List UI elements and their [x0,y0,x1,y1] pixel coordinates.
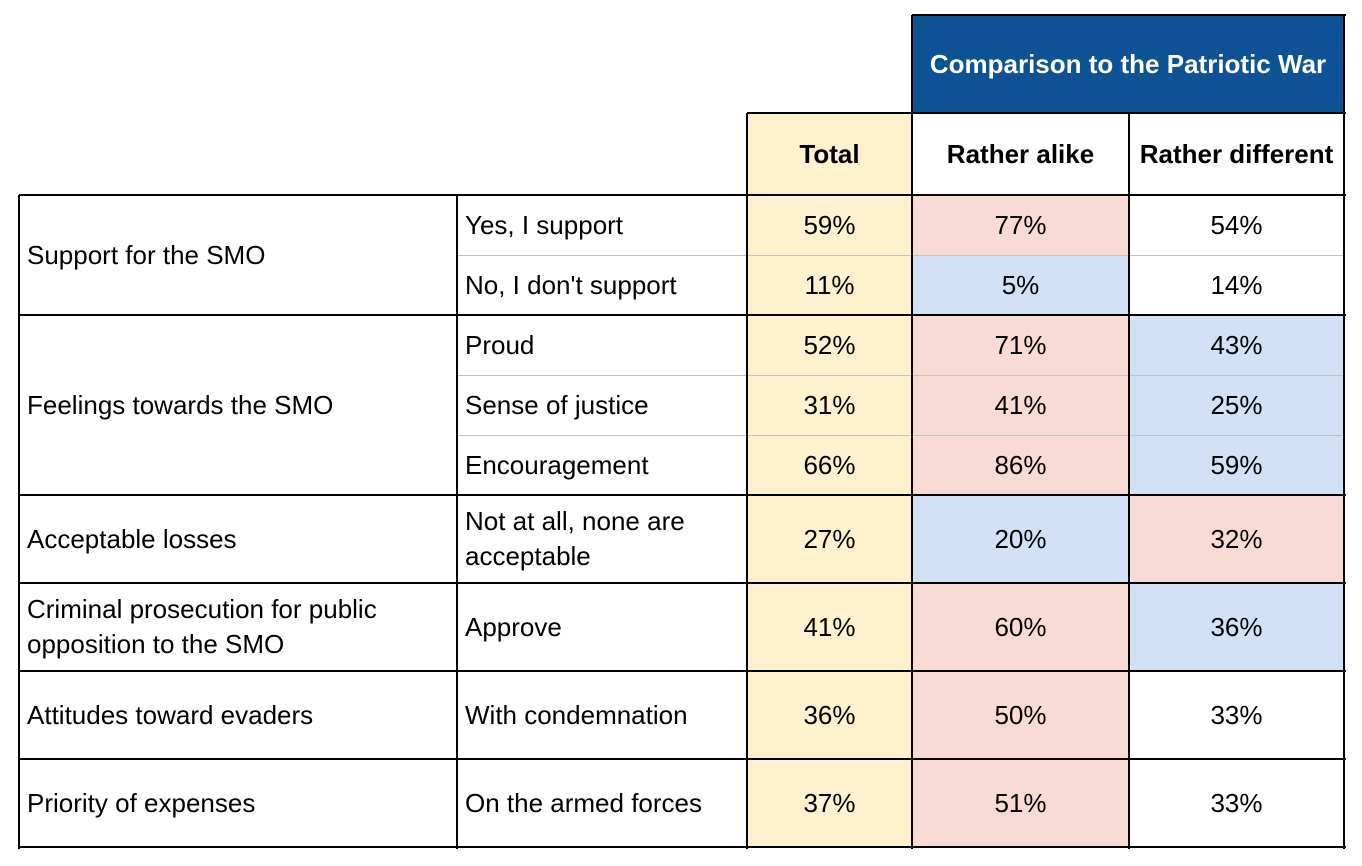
grid-line [1343,15,1345,197]
value-rather-alike: 71% [912,315,1129,375]
value-rather-different: 25% [1129,375,1344,435]
grid-line [746,195,748,849]
value-rather-alike: 20% [912,495,1129,583]
category-cell: Attitudes toward evaders [27,699,314,730]
value-rather-alike: 60% [912,583,1129,671]
grid-line [456,195,458,849]
value-total: 27% [747,495,912,583]
value-total: 11% [747,255,912,315]
value-total: 59% [747,195,912,255]
value-rather-different: 33% [1210,699,1263,730]
grid-line [457,255,1345,256]
value-rather-alike: 50% [912,671,1129,759]
category-cell: Acceptable losses [27,523,237,554]
answer-cell: On the armed forces [465,787,702,818]
grid-line [19,758,1346,760]
answer-cell: Yes, I support [465,209,624,240]
value-total: 52% [747,315,912,375]
grid-line [911,15,913,197]
grid-line [19,494,1346,496]
grid-line [911,195,913,849]
column-header-total: Total [747,113,912,195]
category-cell: Criminal prosecution for public oppositi… [27,594,377,659]
category-cell: Feelings towards the SMO [27,389,334,420]
grid-line [19,670,1346,672]
value-total: 66% [747,435,912,495]
grid-line [912,14,1346,16]
value-rather-alike: 86% [912,435,1129,495]
answer-cell: Sense of justice [465,389,649,420]
value-rather-different: 59% [1129,435,1344,495]
answer-cell: No, I don't support [465,269,677,300]
value-total: 31% [747,375,912,435]
category-cell: Priority of expenses [27,787,256,818]
grid-line [1128,113,1130,197]
value-rather-alike: 51% [912,759,1129,847]
answer-cell: Approve [465,611,562,642]
value-total: 36% [747,671,912,759]
value-rather-alike: 77% [912,195,1129,255]
answer-cell: Not at all, none are acceptable [465,506,685,571]
grid-line [457,375,1345,376]
value-rather-different: 43% [1129,315,1344,375]
value-rather-different: 33% [1210,787,1263,818]
value-total: 41% [747,583,912,671]
banner-header: Comparison to the Patriotic War [912,15,1344,113]
answer-cell: Proud [465,329,535,360]
grid-line [19,314,1346,316]
grid-line [1128,195,1130,849]
grid-line [19,846,1346,848]
grid-line [19,194,1346,196]
column-header-rather-alike: Rather alike [946,138,1095,169]
grid-line [19,582,1346,584]
answer-cell: Encouragement [465,449,649,480]
grid-line [747,112,1346,114]
value-rather-alike: 41% [912,375,1129,435]
value-rather-different: 36% [1129,583,1344,671]
category-cell: Support for the SMO [27,239,266,270]
answer-cell: With condemnation [465,699,688,730]
grid-line [18,195,20,849]
value-rather-different: 54% [1210,209,1263,240]
grid-line [746,113,748,197]
column-header-rather-different: Rather different [1139,138,1334,169]
value-total: 37% [747,759,912,847]
grid-line [1343,195,1345,849]
value-rather-alike: 5% [912,255,1129,315]
grid-line [457,435,1345,436]
value-rather-different: 32% [1129,495,1344,583]
value-rather-different: 14% [1210,269,1263,300]
